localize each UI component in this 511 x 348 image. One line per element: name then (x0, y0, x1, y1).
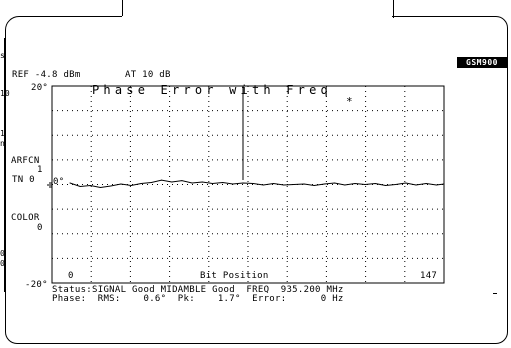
y-axis-top-label: 20° (31, 83, 49, 93)
trace-point (212, 183, 213, 184)
left-edge-fragment: 0 (0, 249, 5, 258)
trace-point (110, 185, 112, 187)
left-edge-fragment: 0 (0, 259, 5, 268)
band-badge: GSM900 (457, 57, 507, 68)
trace-point (303, 183, 305, 185)
color-value: 0 (37, 223, 43, 233)
left-edge-fragment: n (0, 139, 5, 148)
trace-point (242, 182, 244, 184)
trace-point (120, 183, 122, 185)
trace-point (405, 182, 407, 184)
x-axis-label: Bit Position (200, 271, 269, 281)
arfcn-value: 1 (37, 165, 43, 175)
x-axis-start-label: 0 (68, 271, 74, 281)
trace-point (140, 183, 142, 184)
left-edge-fragment: s (0, 51, 5, 60)
trace-point (262, 184, 264, 186)
trace-point (395, 184, 397, 185)
trace-point (283, 184, 285, 186)
trace-point (293, 184, 295, 185)
x-axis-end-label: 147 (420, 271, 438, 281)
trace-point (425, 183, 427, 184)
trace-point (222, 182, 224, 183)
trace-point (201, 181, 203, 183)
trace-point (171, 181, 173, 183)
left-edge-fragment: 1 (0, 129, 5, 138)
trace-point (89, 185, 91, 186)
status-line: Status:SIGNAL Good MIDAMBLE Good FREQ 93… (52, 285, 344, 295)
chart-title: Phase Error with Freq (92, 83, 332, 97)
zero-reference-tick (47, 182, 52, 188)
trace-point (252, 183, 254, 184)
trace-zero-label: 0° (53, 177, 65, 187)
trace-point (130, 185, 132, 186)
chart-grid (52, 86, 444, 283)
trace-point (79, 186, 81, 187)
trace-point (313, 185, 315, 186)
arfcn-label: ARFCN (11, 156, 40, 166)
trace-point (69, 182, 71, 184)
top-window-edge (122, 0, 394, 18)
trace-point (374, 183, 376, 184)
trace-point (334, 182, 336, 184)
reference-level-label: REF -4.8 dBm (12, 70, 81, 80)
trace-point (385, 185, 386, 186)
trace-point (232, 183, 234, 185)
trace-point (323, 183, 325, 185)
trace-point (161, 179, 163, 181)
trace-point (273, 183, 274, 184)
trace-point (181, 180, 183, 182)
edge-dash (493, 293, 497, 294)
attenuation-label: AT 10 dB (125, 70, 171, 80)
trace-point (150, 182, 152, 183)
phase-trace-group (69, 179, 445, 189)
timeslot-label: TN 0 (12, 175, 35, 185)
marker-symbol: * (346, 95, 353, 108)
color-label: COLOR (11, 213, 40, 223)
trace-point (344, 184, 346, 186)
y-axis-bottom-label: -20° (25, 280, 48, 290)
trace-point (443, 183, 445, 185)
top-window-gap (122, 16, 392, 18)
trace-point (191, 182, 193, 184)
trace-point (354, 183, 356, 184)
left-window-edge (0, 38, 5, 292)
phase-error-trace-line (69, 179, 445, 189)
trace-point (100, 187, 101, 188)
left-edge-fragment: 10 (0, 89, 10, 98)
trace-point (435, 184, 437, 186)
trace-point (364, 184, 366, 185)
phase-measurement-line: Phase: RMS: 0.6° Pk: 1.7° Error: 0 Hz (52, 294, 344, 304)
trace-point (415, 184, 417, 186)
